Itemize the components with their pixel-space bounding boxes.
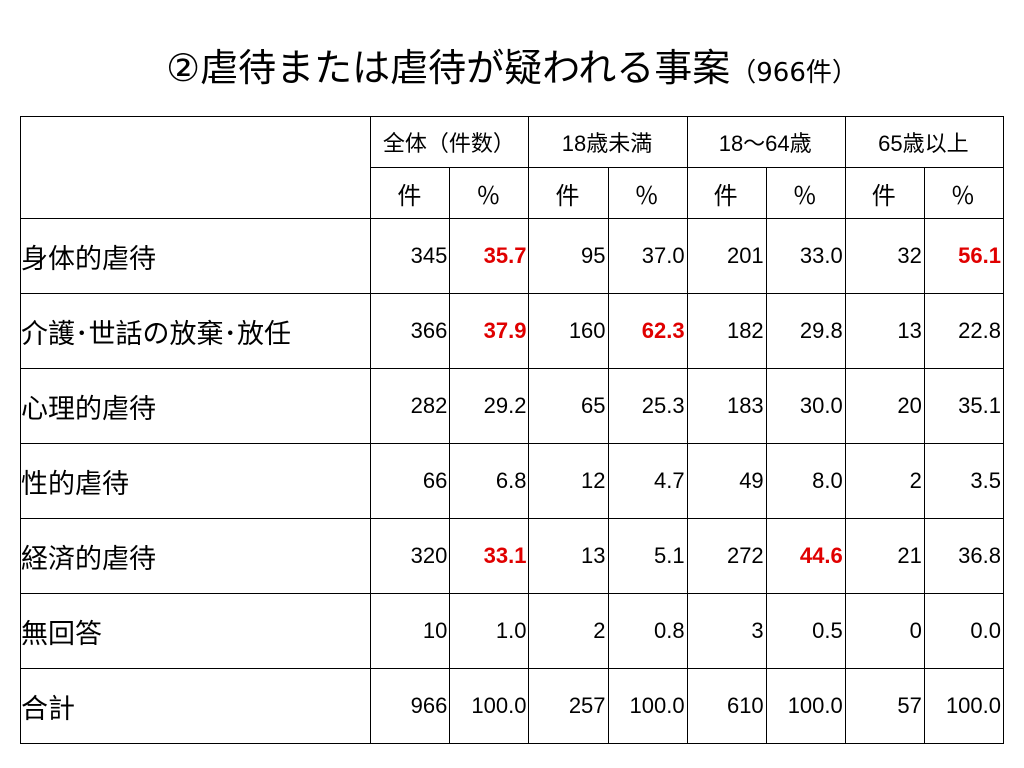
percent-cell: 37.9	[449, 293, 530, 369]
count-cell: 160	[528, 293, 609, 369]
group-header-65-plus: 65歳以上	[844, 116, 1005, 168]
group-header-total: 全体（件数）	[370, 116, 530, 168]
count-cell: 0	[844, 593, 925, 669]
percent-cell: 3.5	[923, 443, 1005, 519]
count-cell: 345	[370, 218, 451, 294]
table-body: 身体的虐待 345 35.7 95 37.0 201 33.0 32 56.1 介護･世話の放棄･…	[19, 218, 1005, 744]
percent-cell: 25.3	[607, 368, 688, 444]
percent-cell: 44.6	[765, 518, 846, 594]
percent-cell: 5.1	[607, 518, 688, 594]
count-cell: 320	[370, 518, 451, 594]
row-label: 介護･世話の放棄･放任	[19, 293, 372, 369]
percent-cell: 35.1	[923, 368, 1005, 444]
row-label: 身体的虐待	[19, 218, 372, 294]
percent-cell: 33.1	[449, 518, 530, 594]
percent-cell: 62.3	[607, 293, 688, 369]
count-cell: 182	[686, 293, 767, 369]
percent-cell: 29.8	[765, 293, 846, 369]
count-cell: 3	[686, 593, 767, 669]
table-row: 経済的虐待 320 33.1 13 5.1 272 44.6 21 36.8	[19, 518, 1005, 594]
row-label: 合計	[19, 668, 372, 744]
count-cell: 272	[686, 518, 767, 594]
percent-cell: 37.0	[607, 218, 688, 294]
percent-cell: 29.2	[449, 368, 530, 444]
count-cell: 12	[528, 443, 609, 519]
percent-cell: 30.0	[765, 368, 846, 444]
percent-cell: 33.0	[765, 218, 846, 294]
count-cell: 49	[686, 443, 767, 519]
group-header-row: 全体（件数） 18歳未満 18〜64歳 65歳以上	[19, 116, 1005, 219]
row-label: 性的虐待	[19, 443, 372, 519]
table-row: 合計 966 100.0 257 100.0 610 100.0 57 100.0	[19, 668, 1005, 744]
percent-cell: 0.8	[607, 593, 688, 669]
count-cell: 21	[844, 518, 925, 594]
count-cell: 966	[370, 668, 451, 744]
row-label: 無回答	[19, 593, 372, 669]
percent-cell: 35.7	[449, 218, 530, 294]
percent-cell: 100.0	[607, 668, 688, 744]
count-cell: 183	[686, 368, 767, 444]
percent-cell: 56.1	[923, 218, 1005, 294]
row-label: 経済的虐待	[19, 518, 372, 594]
percent-cell: 0.5	[765, 593, 846, 669]
unit-header: ％	[765, 167, 846, 219]
percent-cell: 8.0	[765, 443, 846, 519]
unit-header: 件	[686, 167, 767, 219]
title-count: （966件）	[730, 58, 858, 88]
unit-header: 件	[844, 167, 925, 219]
count-cell: 257	[528, 668, 609, 744]
count-cell: 2	[844, 443, 925, 519]
table-row: 身体的虐待 345 35.7 95 37.0 201 33.0 32 56.1	[19, 218, 1005, 294]
percent-cell: 100.0	[923, 668, 1005, 744]
percent-cell: 1.0	[449, 593, 530, 669]
count-cell: 66	[370, 443, 451, 519]
count-cell: 57	[844, 668, 925, 744]
table-row: 介護･世話の放棄･放任 366 37.9 160 62.3 182 29.8 13 22.8	[19, 293, 1005, 369]
unit-header: ％	[607, 167, 688, 219]
group-header-under-18: 18歳未満	[528, 116, 688, 168]
count-cell: 32	[844, 218, 925, 294]
percent-cell: 6.8	[449, 443, 530, 519]
corner-cell	[19, 116, 372, 219]
percent-cell: 0.0	[923, 593, 1005, 669]
percent-cell: 36.8	[923, 518, 1005, 594]
title-main: ②虐待または虐待が疑われる事案	[166, 46, 731, 90]
unit-header: ％	[923, 167, 1005, 219]
group-header-18-64: 18〜64歳	[686, 116, 846, 168]
table-row: 性的虐待 66 6.8 12 4.7 49 8.0 2 3.5	[19, 443, 1005, 519]
count-cell: 13	[844, 293, 925, 369]
table-row: 無回答 10 1.0 2 0.8 3 0.5 0 0.0	[19, 593, 1005, 669]
slide-title: ②虐待または虐待が疑われる事案（966件）	[0, 38, 1024, 103]
count-cell: 95	[528, 218, 609, 294]
unit-header: ％	[449, 167, 530, 219]
count-cell: 13	[528, 518, 609, 594]
count-cell: 20	[844, 368, 925, 444]
table-row: 心理的虐待 282 29.2 65 25.3 183 30.0 20 35.1	[19, 368, 1005, 444]
count-cell: 610	[686, 668, 767, 744]
abuse-cases-table: 全体（件数） 18歳未満 18〜64歳 65歳以上 件 ％ 件 ％ 件 ％ 件 …	[19, 116, 1005, 744]
count-cell: 366	[370, 293, 451, 369]
count-cell: 201	[686, 218, 767, 294]
unit-header: 件	[528, 167, 609, 219]
count-cell: 10	[370, 593, 451, 669]
count-cell: 65	[528, 368, 609, 444]
percent-cell: 100.0	[765, 668, 846, 744]
row-label: 心理的虐待	[19, 368, 372, 444]
percent-cell: 22.8	[923, 293, 1005, 369]
count-cell: 2	[528, 593, 609, 669]
percent-cell: 100.0	[449, 668, 530, 744]
percent-cell: 4.7	[607, 443, 688, 519]
count-cell: 282	[370, 368, 451, 444]
unit-header: 件	[370, 167, 451, 219]
